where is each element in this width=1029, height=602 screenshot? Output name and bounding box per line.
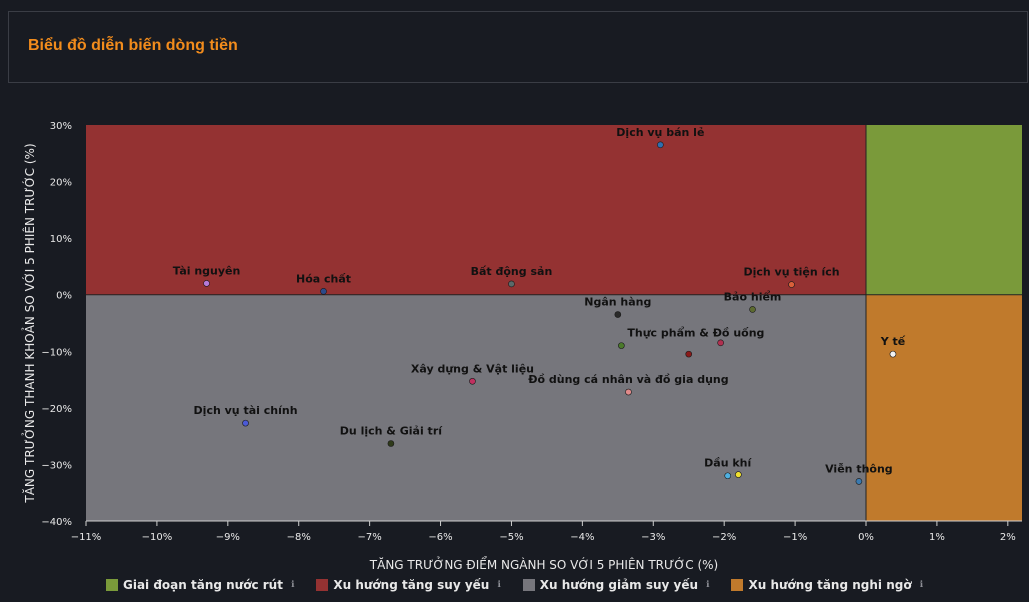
x-tick-label: −9%	[216, 532, 240, 543]
data-point	[203, 280, 210, 287]
data-point-label: Hóa chất	[296, 272, 351, 285]
y-tick-label: −10%	[41, 347, 72, 358]
data-point	[749, 306, 756, 313]
data-point-label: Thực phẩm & Đồ uống	[627, 327, 764, 340]
x-tick-label: −2%	[712, 532, 736, 543]
quadrant-top-left	[86, 125, 866, 295]
x-tick-label: −6%	[428, 532, 452, 543]
quadrant-bottom-right	[866, 294, 1022, 521]
data-point-label: Tài nguyên	[173, 264, 241, 277]
data-point	[387, 440, 395, 447]
data-point-label: Bất động sản	[471, 265, 553, 278]
x-tick-label: 1%	[929, 532, 945, 543]
data-point-label: Y tế	[880, 335, 906, 348]
data-point-label: Xây dựng & Vật liệu	[411, 362, 534, 375]
legend-label: Giai đoạn tăng nước rút	[122, 578, 283, 592]
info-icon[interactable]: ℹ	[497, 580, 501, 590]
legend-label: Xu hướng tăng suy yếu	[333, 578, 490, 592]
y-tick-label: 10%	[50, 234, 72, 245]
data-point	[657, 141, 664, 149]
data-point-label: Bảo hiểm	[724, 290, 782, 303]
header-panel: Biểu đồ diễn biến dòng tiền	[8, 11, 1028, 83]
data-point	[614, 311, 622, 318]
x-tick-label: −3%	[641, 532, 665, 543]
legend-item[interactable]: Xu hướng giảm suy yếu ℹ	[522, 578, 710, 592]
data-point	[508, 280, 515, 288]
data-point-label: Dịch vụ bán lẻ	[616, 126, 704, 139]
data-point	[717, 339, 724, 347]
legend-label: Xu hướng giảm suy yếu	[539, 578, 699, 592]
data-point	[889, 350, 897, 358]
data-point	[469, 377, 476, 385]
data-point	[788, 281, 795, 288]
data-point-label: Viễn thông	[825, 462, 893, 475]
x-tick-label: −1%	[783, 532, 807, 543]
quadrant-top-right	[866, 125, 1022, 295]
data-point	[735, 471, 742, 478]
data-point	[242, 419, 249, 427]
data-point	[618, 342, 625, 349]
y-axis-title: TĂNG TRƯỞNG THANH KHOẢN SO VỚI 5 PHIÊN T…	[21, 143, 37, 503]
data-point	[855, 478, 863, 485]
x-tick-label: −4%	[570, 532, 594, 543]
data-point-label: Đồ dùng cá nhân và đồ gia dụng	[528, 373, 728, 386]
data-point-label: Dịch vụ tiện ích	[743, 266, 839, 279]
data-point	[685, 350, 693, 358]
x-tick-label: 2%	[1000, 532, 1016, 543]
data-point-label: Dịch vụ tài chính	[194, 404, 298, 417]
y-tick-label: −40%	[41, 517, 72, 528]
x-axis-title: TĂNG TRƯỞNG ĐIỂM NGÀNH SO VỚI 5 PHIÊN TR…	[369, 556, 718, 572]
data-point-label: Du lịch & Giải trí	[340, 424, 443, 437]
legend-label: Xu hướng tăng nghi ngờ	[748, 578, 912, 592]
data-point	[320, 288, 327, 295]
legend-swatch	[105, 579, 118, 591]
data-point	[625, 388, 632, 396]
x-tick-label: −5%	[499, 532, 523, 543]
x-tick-label: −7%	[358, 532, 382, 543]
x-tick-label: −10%	[142, 532, 173, 543]
legend-swatch	[522, 579, 535, 591]
y-tick-label: 0%	[56, 291, 72, 302]
legend-item[interactable]: Giai đoạn tăng nước rút ℹ	[105, 578, 295, 592]
y-tick-label: 20%	[50, 178, 72, 189]
legend-swatch	[731, 579, 744, 591]
x-tick-label: −11%	[71, 532, 102, 543]
data-point-label: Dầu khí	[704, 457, 752, 470]
legend-item[interactable]: Xu hướng tăng suy yếu ℹ	[316, 578, 501, 592]
flow-scatter-chart: −11% −10% −9% −8% −7% −6% −5% −4% −3% −2% −1% 0% 1% 2…	[21, 121, 1022, 572]
y-tick-label: −30%	[41, 460, 72, 471]
y-tick-label: −20%	[41, 404, 72, 415]
y-tick-label: 30%	[50, 121, 72, 132]
data-point-label: Ngân hàng	[584, 296, 651, 309]
quadrant-bottom-left	[86, 294, 866, 521]
legend-item[interactable]: Xu hướng tăng nghi ngờ ℹ	[731, 578, 923, 592]
chart-legend: Giai đoạn tăng nước rút ℹ Xu hướng tăng su…	[0, 578, 1029, 592]
x-tick-label: −8%	[287, 532, 311, 543]
legend-swatch	[316, 579, 329, 591]
info-icon[interactable]: ℹ	[290, 580, 295, 590]
x-tick-label: 0%	[858, 532, 874, 543]
page-title: Biểu đồ diễn biến dòng tiền	[28, 37, 238, 54]
info-icon[interactable]: ℹ	[706, 580, 710, 590]
data-point	[724, 472, 732, 480]
info-icon[interactable]: ℹ	[919, 580, 923, 590]
